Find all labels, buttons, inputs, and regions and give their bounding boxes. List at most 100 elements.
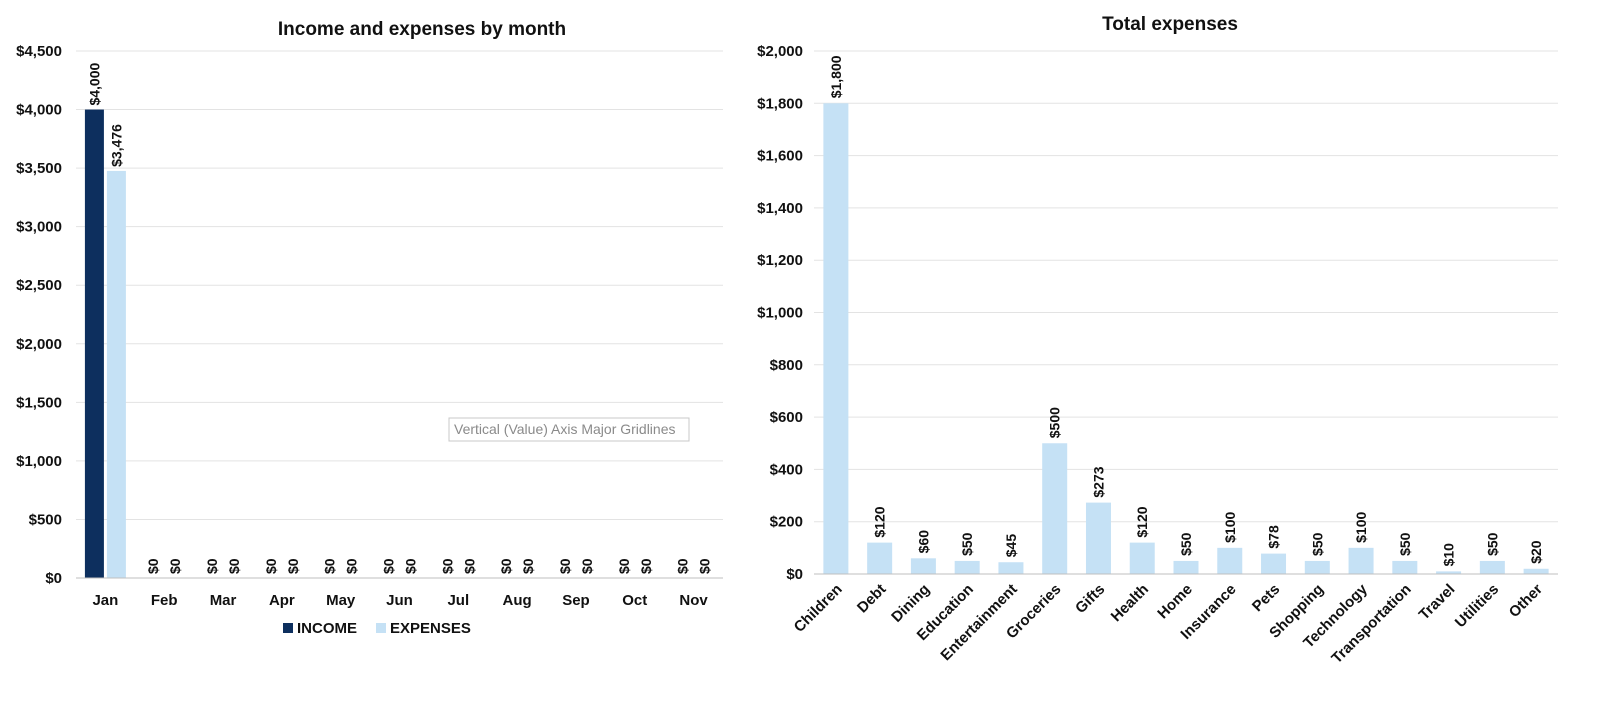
expense-data-label: $20	[1528, 540, 1544, 564]
expense-data-label: $1,800	[828, 55, 844, 98]
chart1-x-tick: Aug	[503, 592, 532, 609]
expense-category-bar[interactable]	[1436, 571, 1462, 574]
expense-category-bar[interactable]	[1523, 568, 1549, 574]
expenses-data-label: $0	[403, 558, 419, 574]
expenses-data-label: $0	[167, 558, 183, 574]
income-data-label: $0	[675, 558, 691, 574]
expense-data-label: $50	[1178, 532, 1194, 556]
expense-category-bar[interactable]	[1348, 547, 1374, 574]
chart2-x-tick: Gifts	[1072, 581, 1108, 617]
expense-data-label: $50	[1484, 532, 1500, 556]
expenses-data-label: $0	[638, 558, 654, 574]
chart1-y-tick: $1,500	[16, 394, 62, 411]
income-expenses-chart[interactable]: Income and expenses by month $0 $500 $1,00…	[16, 19, 723, 637]
expense-data-label: $78	[1266, 525, 1282, 549]
chart1-y-tick: $1,000	[16, 453, 62, 470]
expense-data-label: $100	[1222, 511, 1238, 542]
income-data-label: $0	[616, 558, 632, 574]
income-data-label: $0	[381, 558, 397, 574]
chart1-x-tick: May	[326, 592, 356, 609]
chart1-x-tick: Jul	[447, 592, 469, 609]
expenses-data-label: $0	[697, 558, 713, 574]
income-data-label: $0	[145, 558, 161, 574]
gridlines-tooltip: Vertical (Value) Axis Major Gridlines	[448, 417, 690, 442]
chart2-x-tick: Travel	[1416, 581, 1459, 624]
chart2-y-tick: $1,800	[757, 95, 803, 112]
expense-category-bar[interactable]	[1392, 560, 1418, 574]
chart1-x-tick: Jan	[92, 592, 118, 609]
chart1-x-tick: Mar	[210, 592, 237, 609]
income-data-label: $0	[498, 558, 514, 574]
chart1-y-tick: $4,500	[16, 43, 62, 60]
total-expenses-chart[interactable]: Total expenses $0 $200 $400 $600 $800 $1,000 $…	[757, 14, 1558, 667]
legend-income-swatch	[283, 623, 293, 633]
chart1-x-tick: Sep	[562, 592, 590, 609]
chart2-y-tick: $1,400	[757, 200, 803, 217]
chart2-x-tick: Entertainment	[937, 581, 1020, 664]
chart2-y-tick: $800	[770, 357, 803, 374]
expense-category-bar[interactable]	[1261, 553, 1287, 574]
chart1-x-tick: Feb	[151, 592, 178, 609]
expense-category-bar[interactable]	[1217, 547, 1243, 574]
chart1-title: Income and expenses by month	[278, 19, 566, 40]
chart1-y-tick: $3,500	[16, 160, 62, 177]
income-data-label: $0	[439, 558, 455, 574]
chart2-x-tick: Utilities	[1452, 581, 1502, 631]
chart2-x-tick: Other	[1506, 581, 1546, 621]
chart2-y-tick: $600	[770, 409, 803, 426]
expense-category-bar[interactable]	[1304, 560, 1330, 574]
income-data-label: $0	[263, 558, 279, 574]
expense-data-label: $120	[1134, 506, 1150, 537]
chart1-y-tick: $500	[29, 511, 62, 528]
expense-category-bar[interactable]	[1042, 443, 1068, 574]
chart1-x-tick: Apr	[269, 592, 295, 609]
chart1-y-tick: $4,000	[16, 102, 62, 119]
chart2-x-tick: Debt	[854, 581, 890, 617]
chart2-y-tick: $0	[786, 566, 803, 583]
income-data-label: $0	[204, 558, 220, 574]
chart2-x-tick: Transportation	[1328, 581, 1414, 667]
chart2-x-tick: Health	[1108, 581, 1152, 625]
expense-category-bar[interactable]	[1173, 560, 1199, 574]
expense-category-bar[interactable]	[1479, 560, 1505, 574]
chart1-y-tick: $0	[45, 570, 62, 587]
expenses-data-label: $0	[579, 558, 595, 574]
expenses-data-label: $3,476	[108, 124, 124, 167]
expense-category-bar[interactable]	[867, 542, 893, 574]
chart2-y-tick: $1,000	[757, 305, 803, 322]
legend-income-label: INCOME	[297, 620, 357, 637]
chart2-x-tick: Home	[1154, 581, 1195, 622]
chart2-title: Total expenses	[1102, 14, 1238, 35]
income-bar[interactable]	[84, 109, 104, 579]
expense-data-label: $50	[959, 532, 975, 556]
income-data-label: $4,000	[86, 63, 102, 106]
expenses-data-label: $0	[285, 558, 301, 574]
chart1-y-tick: $2,000	[16, 336, 62, 353]
expenses-bar[interactable]	[106, 170, 126, 578]
expenses-data-label: $0	[461, 558, 477, 574]
expense-category-bar[interactable]	[954, 560, 980, 574]
chart2-x-tick: Pets	[1249, 581, 1283, 615]
chart1-legend: INCOME EXPENSES	[283, 620, 471, 637]
expense-category-bar[interactable]	[910, 558, 936, 574]
chart2-x-tick: Children	[791, 581, 846, 636]
expense-data-label: $50	[1397, 532, 1413, 556]
expense-data-label: $10	[1441, 543, 1457, 567]
expense-category-bar[interactable]	[823, 103, 849, 575]
expense-category-bar[interactable]	[1085, 502, 1111, 574]
income-data-label: $0	[322, 558, 338, 574]
chart2-y-tick: $400	[770, 461, 803, 478]
expense-data-label: $50	[1309, 532, 1325, 556]
chart1-y-tick: $2,500	[16, 277, 62, 294]
expense-data-label: $100	[1353, 511, 1369, 542]
expenses-data-label: $0	[226, 558, 242, 574]
expense-category-bar[interactable]	[1129, 542, 1155, 574]
expense-category-bar[interactable]	[998, 562, 1024, 574]
expense-data-label: $273	[1090, 466, 1106, 497]
legend-expenses-label: EXPENSES	[390, 620, 471, 637]
tooltip-box	[448, 417, 690, 442]
income-data-label: $0	[557, 558, 573, 574]
expense-data-label: $120	[872, 506, 888, 537]
expense-data-label: $45	[1003, 534, 1019, 558]
chart1-y-tick: $3,000	[16, 219, 62, 236]
